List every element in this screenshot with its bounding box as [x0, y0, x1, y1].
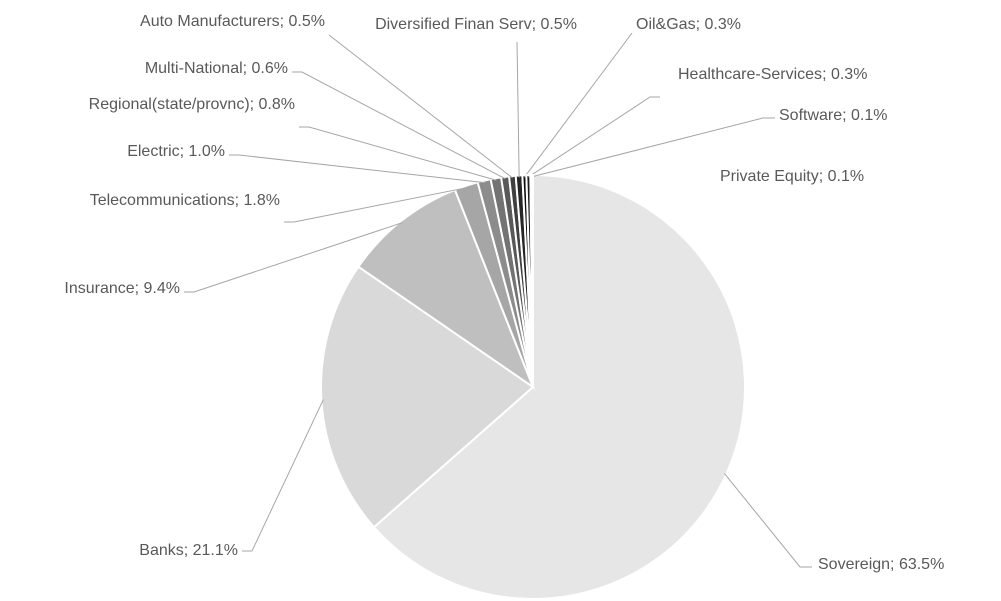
value-label: 0.1% — [828, 168, 864, 185]
leader-line — [328, 34, 513, 179]
category-name: Software — [779, 107, 842, 124]
category-name: Private Equity — [720, 168, 819, 185]
value-label: 0.3% — [831, 66, 867, 83]
separator: ; — [135, 280, 144, 297]
data-label: Healthcare-Services; 0.3% — [678, 66, 867, 83]
category-name: Auto Manufacturers — [140, 13, 280, 30]
data-label: Software; 0.1% — [779, 107, 888, 124]
separator: ; — [180, 143, 189, 160]
data-label: Electric; 1.0% — [127, 143, 225, 160]
separator: ; — [243, 60, 252, 77]
leader-line — [530, 117, 775, 178]
value-label: 0.6% — [252, 60, 288, 77]
pie-slice — [357, 188, 536, 390]
data-label: Sovereign; 63.5% — [818, 556, 944, 573]
leader-line — [516, 41, 520, 178]
separator: ; — [250, 96, 259, 113]
category-name: Healthcare-Services — [678, 66, 822, 83]
value-label: 0.5% — [289, 13, 325, 30]
separator: ; — [280, 13, 289, 30]
separator: ; — [822, 66, 831, 83]
category-name: Regional(state/provnc) — [89, 96, 250, 113]
separator: ; — [184, 542, 193, 559]
leader-line — [724, 473, 812, 568]
value-label: 0.3% — [704, 16, 740, 33]
category-name: Electric — [127, 143, 179, 160]
separator: ; — [890, 556, 899, 573]
value-label: 0.8% — [259, 96, 295, 113]
category-name: Multi-National — [145, 60, 243, 77]
data-label: Auto Manufacturers; 0.5% — [140, 13, 325, 30]
data-label: Banks; 21.1% — [139, 542, 238, 559]
separator: ; — [235, 192, 244, 209]
pie-slice — [530, 173, 534, 388]
category-name: Banks — [139, 542, 183, 559]
leader-line — [299, 126, 497, 181]
value-label: 0.5% — [540, 16, 576, 33]
separator: ; — [532, 16, 541, 33]
value-label: 1.8% — [244, 192, 280, 209]
leader-line — [284, 187, 467, 223]
category-name: Diversified Finan Serv — [375, 16, 532, 33]
pie-slice — [372, 173, 746, 600]
data-label: Diversified Finan Serv; 0.5% — [375, 16, 577, 33]
leader-line — [524, 32, 633, 178]
data-label: Regional(state/provnc); 0.8% — [89, 96, 295, 113]
data-label: Telecommunications; 1.8% — [90, 192, 280, 209]
value-label: 0.1% — [851, 107, 887, 124]
leader-line — [292, 71, 506, 180]
category-name: Oil&Gas — [636, 16, 696, 33]
category-name: Telecommunications — [90, 192, 235, 209]
data-label: Insurance; 9.4% — [64, 280, 180, 297]
leader-line — [528, 96, 660, 178]
separator: ; — [842, 107, 851, 124]
data-label: Multi-National; 0.6% — [145, 60, 288, 77]
leader-line — [229, 154, 485, 184]
category-name: Sovereign — [818, 556, 890, 573]
value-label: 1.0% — [189, 143, 225, 160]
value-label: 9.4% — [144, 280, 180, 297]
pie-slice — [320, 265, 535, 529]
separator: ; — [696, 16, 705, 33]
value-label: 21.1% — [193, 542, 238, 559]
separator: ; — [819, 168, 828, 185]
value-label: 63.5% — [899, 556, 944, 573]
leader-line — [242, 399, 324, 552]
category-name: Insurance — [64, 280, 134, 297]
data-label: Oil&Gas; 0.3% — [636, 16, 741, 33]
leader-line — [184, 222, 403, 293]
data-label: Private Equity; 0.1% — [720, 168, 864, 185]
